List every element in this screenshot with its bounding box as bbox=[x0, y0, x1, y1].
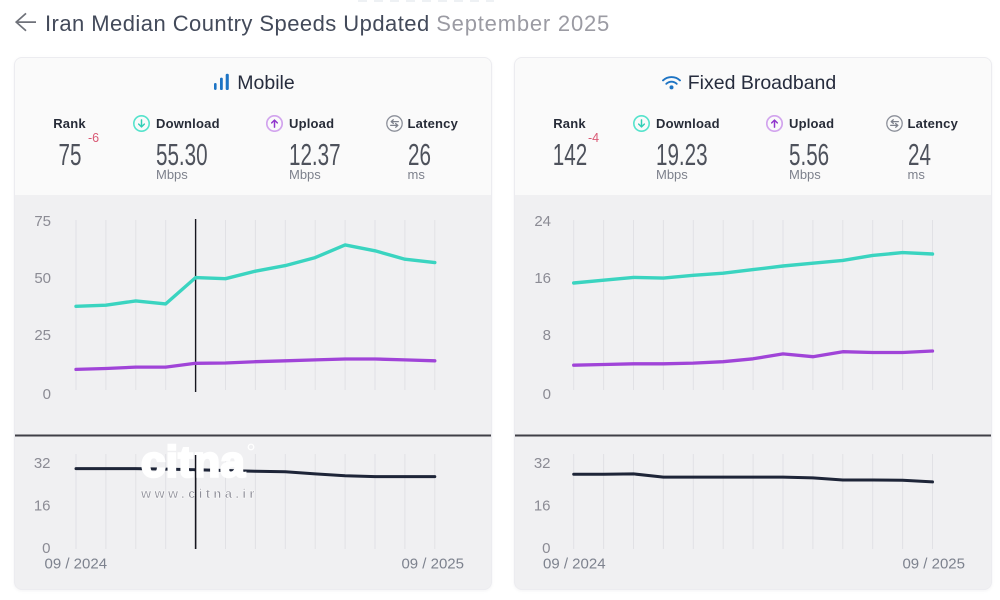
svg-text:16: 16 bbox=[34, 498, 51, 515]
svg-text:0: 0 bbox=[42, 540, 50, 557]
svg-text:32: 32 bbox=[534, 455, 551, 472]
svg-text:16: 16 bbox=[534, 498, 551, 515]
svg-text:50: 50 bbox=[34, 270, 51, 287]
svg-text:0: 0 bbox=[542, 540, 550, 557]
svg-text:09 / 2024: 09 / 2024 bbox=[45, 556, 108, 573]
svg-text:www.citna.ir: www.citna.ir bbox=[140, 486, 258, 501]
svg-text:09 / 2024: 09 / 2024 bbox=[543, 556, 606, 573]
svg-text:32: 32 bbox=[34, 455, 51, 472]
svg-text:citna: citna bbox=[141, 438, 245, 487]
svg-text:0: 0 bbox=[43, 386, 51, 403]
svg-text:25: 25 bbox=[34, 327, 51, 344]
svg-text:09 / 2025: 09 / 2025 bbox=[401, 556, 464, 573]
svg-text:16: 16 bbox=[534, 270, 551, 287]
svg-text:24: 24 bbox=[534, 213, 551, 230]
svg-text:0: 0 bbox=[543, 386, 551, 403]
svg-text:8: 8 bbox=[543, 327, 551, 344]
svg-text:75: 75 bbox=[34, 213, 51, 230]
svg-text:09 / 2025: 09 / 2025 bbox=[902, 556, 965, 573]
